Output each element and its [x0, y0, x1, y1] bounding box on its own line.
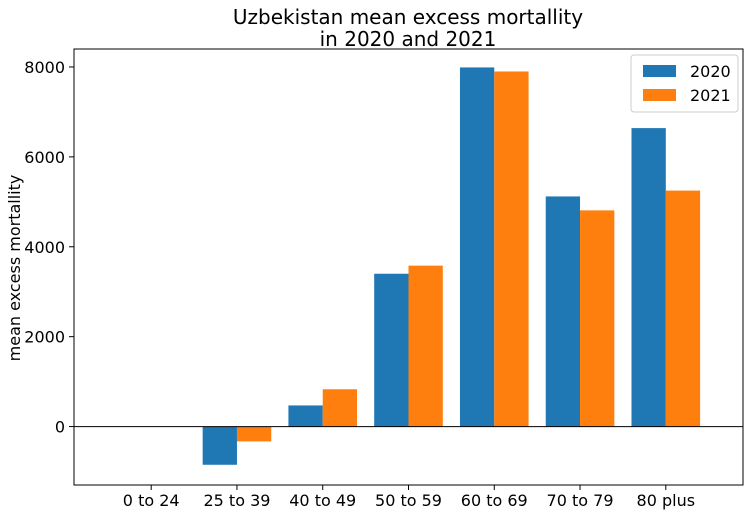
bar-2021-3 — [408, 265, 443, 427]
x-tick-label: 50 to 59 — [375, 491, 442, 510]
chart-title-line-2: in 2020 and 2021 — [320, 27, 497, 51]
legend: 2020 2021 — [630, 54, 739, 113]
bar-2020-3 — [374, 273, 409, 427]
bar-2021-4 — [494, 71, 529, 427]
chart-title-line-1: Uzbekistan mean excess mortallity — [233, 5, 583, 29]
legend-label-2021: 2021 — [690, 86, 731, 105]
bar-2021-2 — [322, 389, 358, 427]
x-tick-label: 40 to 49 — [289, 491, 356, 510]
bar-2020-5 — [545, 196, 581, 427]
x-axis: 0 to 24 25 to 39 40 to 49 50 to 59 60 to 69 7… — [123, 485, 695, 510]
legend-swatch-2021 — [643, 89, 676, 101]
x-tick-label: 60 to 69 — [461, 491, 528, 510]
x-tick-label: 80 plus — [637, 491, 696, 510]
y-axis-label: mean excess mortallity — [5, 175, 24, 362]
y-tick-label: 6000 — [24, 148, 65, 167]
bar-2021-5 — [580, 210, 615, 427]
y-tick-label: 2000 — [24, 328, 65, 347]
legend-swatch-2020 — [643, 65, 676, 77]
y-tick-label: 8000 — [24, 58, 65, 77]
y-tick-label: 0 — [55, 418, 65, 437]
bar-2020-4 — [459, 67, 495, 427]
bar-2020-6 — [631, 128, 666, 427]
bar-2021-6 — [665, 190, 701, 427]
bar-2020-1 — [202, 426, 237, 465]
x-tick-label: 25 to 39 — [203, 491, 270, 510]
y-axis: 0 2000 4000 6000 8000 — [24, 58, 74, 437]
bar-2021-1 — [236, 426, 272, 442]
x-tick-label: 0 to 24 — [123, 491, 180, 510]
legend-label-2020: 2020 — [690, 62, 731, 81]
y-tick-label: 4000 — [24, 238, 65, 257]
x-tick-label: 70 to 79 — [547, 491, 614, 510]
bar-2020-2 — [288, 405, 323, 427]
bars-group — [202, 67, 701, 465]
